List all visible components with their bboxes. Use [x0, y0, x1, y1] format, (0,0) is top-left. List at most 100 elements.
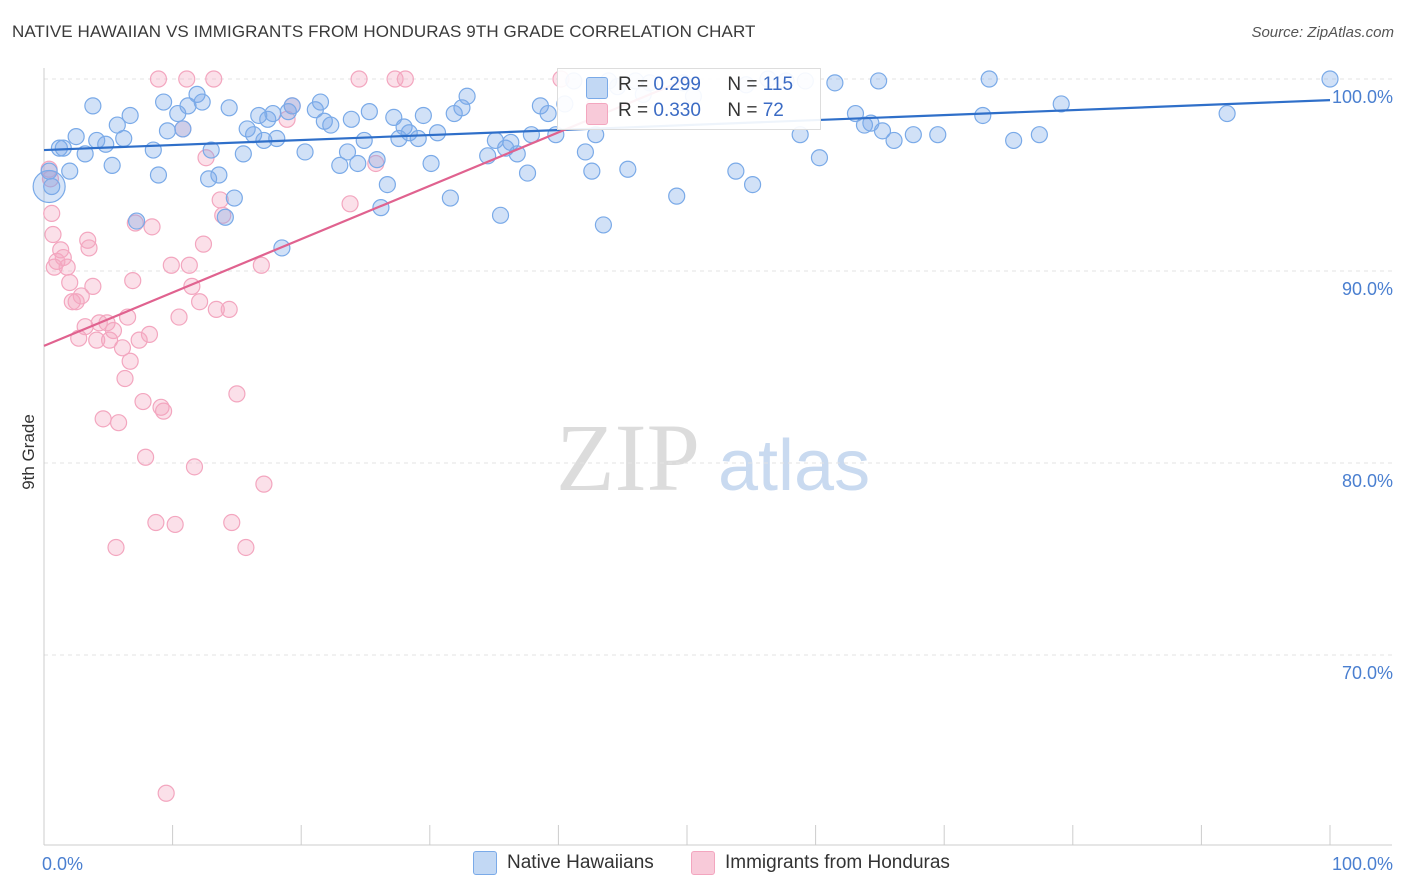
data-point: [130, 331, 148, 349]
data-point: [743, 176, 762, 194]
data-point: [121, 106, 139, 125]
data-point: [210, 166, 228, 184]
data-point: [234, 145, 252, 163]
legend-item-native-hawaiians[interactable]: Native Hawaiians: [473, 851, 654, 875]
data-point: [220, 99, 238, 117]
data-point: [491, 206, 510, 224]
data-point: [149, 166, 168, 184]
data-point: [143, 218, 161, 236]
data-point: [191, 293, 209, 311]
data-point: [368, 151, 386, 169]
legend-label: Native Hawaiians: [507, 852, 654, 873]
data-point: [61, 162, 79, 180]
data-point: [594, 216, 613, 234]
data-point: [162, 256, 180, 274]
data-point: [207, 300, 225, 318]
data-point: [225, 189, 243, 207]
data-point: [409, 129, 427, 148]
data-point: [1052, 95, 1070, 113]
data-point: [216, 208, 234, 226]
data-point: [32, 169, 66, 204]
data-point: [355, 131, 373, 150]
data-point: [974, 106, 992, 125]
data-point: [870, 72, 888, 90]
data-point: [67, 128, 85, 146]
data-point: [810, 149, 829, 167]
watermark-atlas: atlas: [718, 426, 870, 506]
data-point: [100, 331, 119, 349]
data-point: [296, 143, 314, 161]
y-tick-label: 70.0%: [1342, 663, 1393, 683]
data-point: [338, 143, 357, 161]
data-point: [458, 87, 476, 105]
x-tick-label: 100.0%: [1332, 854, 1393, 874]
y-tick-label: 100.0%: [1332, 87, 1393, 107]
data-point: [1218, 104, 1236, 123]
data-point: [855, 116, 874, 134]
data-point: [255, 475, 273, 493]
data-point: [124, 272, 142, 290]
data-point: [136, 448, 155, 466]
data-point: [1005, 131, 1023, 150]
data-point: [250, 106, 268, 125]
x-tick-label: 0.0%: [42, 854, 83, 874]
data-point: [341, 195, 359, 213]
data-point: [115, 129, 133, 148]
chart-title: NATIVE HAWAIIAN VS IMMIGRANTS FROM HONDU…: [12, 22, 756, 41]
stats-row-honduras: R = 0.330 N = 72: [618, 100, 794, 126]
data-point: [76, 145, 94, 163]
data-point: [180, 256, 198, 274]
data-point: [211, 191, 229, 209]
data-point: [61, 273, 79, 292]
data-point: [134, 392, 152, 411]
data-point: [980, 70, 998, 88]
data-point: [72, 287, 90, 305]
data-point: [116, 369, 134, 388]
data-point: [422, 154, 440, 173]
data-point: [144, 141, 162, 159]
data-point: [166, 515, 184, 534]
source-label: Source: ZipAtlas.com: [1251, 24, 1394, 41]
r-value: 0.330: [653, 100, 701, 121]
data-point: [668, 187, 686, 205]
tick-labels: 100.0% 90.0% 80.0% 70.0% 0.0% 100.0%: [42, 87, 1393, 874]
n-value: 72: [762, 100, 784, 121]
data-point: [54, 248, 72, 267]
data-point: [103, 156, 121, 174]
data-point: [360, 103, 378, 121]
data-point: [826, 74, 844, 92]
data-point: [158, 122, 177, 140]
y-tick-label: 80.0%: [1342, 471, 1393, 491]
data-point: [1030, 126, 1048, 144]
data-point: [1321, 70, 1339, 88]
data-point: [178, 70, 196, 88]
data-point: [727, 162, 745, 180]
data-point: [185, 458, 204, 476]
legend-swatch: [473, 851, 497, 875]
series-honduras-points: [40, 70, 604, 802]
r-label: R =: [618, 74, 649, 95]
data-point: [252, 256, 270, 274]
data-point: [238, 120, 256, 138]
data-point: [264, 104, 282, 123]
data-point: [113, 339, 132, 357]
r-label: R =: [618, 100, 649, 121]
data-point: [154, 93, 173, 111]
data-point: [331, 156, 349, 174]
data-point: [157, 784, 175, 802]
axes: [43, 68, 1392, 846]
legend-item-honduras[interactable]: Immigrants from Honduras: [691, 851, 950, 875]
watermark-zip: ZIP: [556, 404, 700, 511]
data-point: [237, 538, 255, 557]
data-point: [539, 104, 557, 123]
data-point: [88, 331, 106, 349]
data-point: [929, 126, 947, 144]
data-point: [518, 164, 537, 182]
data-point: [583, 162, 601, 180]
data-point: [94, 410, 112, 428]
n-label: N =: [727, 100, 758, 121]
data-point: [84, 97, 102, 115]
data-point: [170, 308, 188, 326]
data-point: [885, 131, 903, 150]
data-point: [322, 116, 340, 134]
